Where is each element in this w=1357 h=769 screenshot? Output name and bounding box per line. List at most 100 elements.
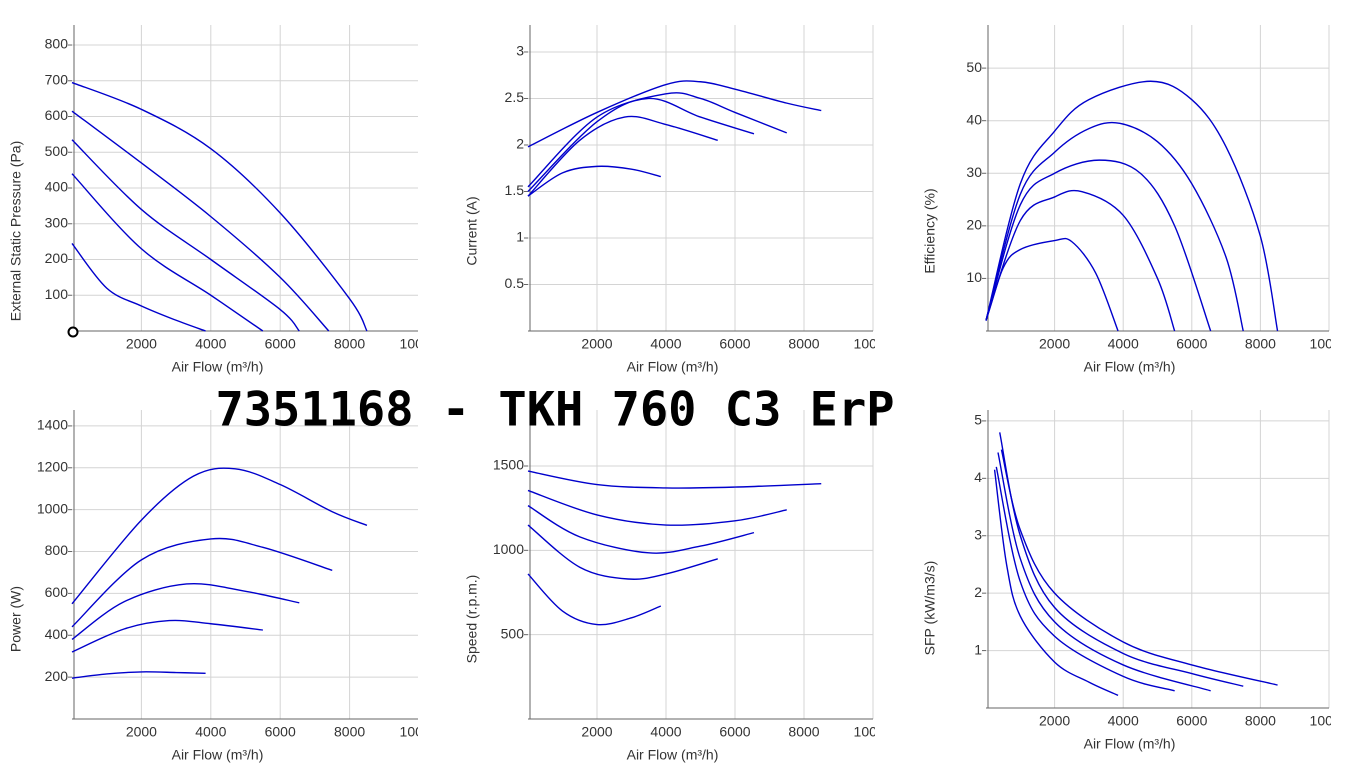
curve: [985, 189, 1176, 332]
x-tick-label: 10000: [1310, 336, 1349, 352]
x-tick-label: 4000: [1108, 713, 1139, 729]
curve: [71, 467, 368, 605]
curve: [527, 470, 822, 489]
x-tick-label: 10000: [854, 336, 893, 352]
x-axis-label: Air Flow (m³/h): [172, 359, 264, 375]
x-tick-label: 2000: [581, 336, 612, 352]
y-tick-label: 200: [45, 250, 69, 266]
y-axis-label: Speed (r.p.m.): [464, 575, 480, 664]
curve: [993, 469, 1119, 697]
y-tick-label: 3: [516, 43, 524, 59]
x-tick-label: 10000: [400, 724, 439, 740]
x-tick-label: 8000: [788, 336, 819, 352]
panel: 2000 4000 6000 8000 10000 1 2 3 4 5 Air Flow (m³/h…: [922, 410, 1349, 752]
x-tick-label: 8000: [334, 336, 365, 352]
x-tick-label: 2000: [126, 724, 157, 740]
y-axis-label: Efficiency (%): [922, 188, 938, 273]
y-tick-label: 500: [45, 143, 69, 159]
x-axis-label: Air Flow (m³/h): [1084, 359, 1176, 375]
y-tick-label: 1.5: [505, 182, 525, 198]
y-tick-label: 1400: [37, 417, 68, 433]
curve: [71, 619, 263, 653]
curve: [985, 121, 1244, 332]
y-tick-label: 30: [966, 164, 982, 180]
x-tick-label: 6000: [719, 336, 750, 352]
y-tick-label: 2.5: [505, 89, 525, 105]
curve: [71, 242, 206, 332]
curve: [997, 452, 1211, 692]
x-tick-label: 4000: [1108, 336, 1139, 352]
x-tick-label: 6000: [719, 724, 750, 740]
curve: [985, 80, 1279, 332]
y-tick-label: 1000: [37, 500, 68, 516]
curve: [71, 81, 368, 332]
panel: 2000 4000 6000 8000 10000 500 1000 1500 Air Flow…: [464, 410, 893, 763]
page-title: 7351168 - TKH 760 C3 ErP: [215, 383, 894, 438]
y-tick-label: 1500: [493, 457, 524, 473]
curve: [71, 110, 330, 332]
y-tick-label: 500: [501, 625, 525, 641]
x-tick-label: 4000: [650, 724, 681, 740]
y-tick-label: 20: [966, 217, 982, 233]
x-tick-label: 8000: [334, 724, 365, 740]
y-tick-label: 400: [45, 626, 69, 642]
y-tick-label: 200: [45, 668, 69, 684]
curve: [985, 237, 1119, 332]
y-tick-label: 10: [966, 269, 982, 285]
y-tick-label: 50: [966, 59, 982, 75]
y-tick-label: 2: [516, 136, 524, 152]
y-tick-label: 1200: [37, 458, 68, 474]
y-tick-label: 400: [45, 179, 69, 195]
y-tick-label: 3: [974, 526, 982, 542]
y-tick-label: 700: [45, 71, 69, 87]
curve: [71, 173, 264, 332]
x-tick-label: 8000: [1245, 336, 1276, 352]
x-tick-label: 10000: [1310, 713, 1349, 729]
y-tick-label: 800: [45, 542, 69, 558]
x-axis-label: Air Flow (m³/h): [627, 747, 719, 763]
x-tick-label: 8000: [1245, 713, 1276, 729]
curve: [71, 582, 300, 641]
x-tick-label: 10000: [400, 336, 439, 352]
x-tick-label: 2000: [126, 336, 157, 352]
y-tick-label: 800: [45, 36, 69, 52]
panel: 2000 4000 6000 8000 10000 0.5 1 1.5 2 2.5 3 Air Flo…: [464, 25, 893, 375]
x-tick-label: 2000: [1039, 713, 1070, 729]
y-tick-label: 600: [45, 584, 69, 600]
y-tick-label: 1: [974, 641, 982, 657]
y-tick-label: 2: [974, 584, 982, 600]
curve: [527, 489, 787, 526]
x-axis-label: Air Flow (m³/h): [172, 747, 264, 763]
x-tick-label: 6000: [265, 336, 296, 352]
cursor-marker: [67, 326, 79, 338]
curve: [999, 432, 1244, 687]
x-tick-label: 6000: [1176, 713, 1207, 729]
curve: [71, 671, 206, 679]
x-axis-label: Air Flow (m³/h): [627, 359, 719, 375]
curve: [527, 115, 718, 197]
y-tick-label: 5: [974, 412, 982, 428]
curve: [1000, 449, 1278, 686]
x-tick-label: 4000: [195, 724, 226, 740]
y-axis-label: Power (W): [8, 586, 24, 652]
x-tick-label: 2000: [581, 724, 612, 740]
curve: [71, 537, 333, 628]
curve: [527, 524, 718, 580]
curve: [527, 80, 822, 148]
y-tick-label: 0.5: [505, 275, 525, 291]
curve: [71, 139, 300, 332]
y-tick-label: 300: [45, 214, 69, 230]
y-tick-label: 1: [516, 229, 524, 245]
curve: [527, 505, 755, 554]
x-tick-label: 6000: [265, 724, 296, 740]
x-tick-label: 4000: [195, 336, 226, 352]
y-tick-label: 1000: [493, 541, 524, 557]
x-tick-label: 10000: [854, 724, 893, 740]
panel: 2000 4000 6000 8000 10000 100 200 300 400 500 600 7…: [8, 25, 439, 375]
curve: [527, 92, 788, 188]
y-axis-label: External Static Pressure (Pa): [8, 141, 24, 322]
y-tick-label: 40: [966, 111, 982, 127]
x-tick-label: 4000: [650, 336, 681, 352]
